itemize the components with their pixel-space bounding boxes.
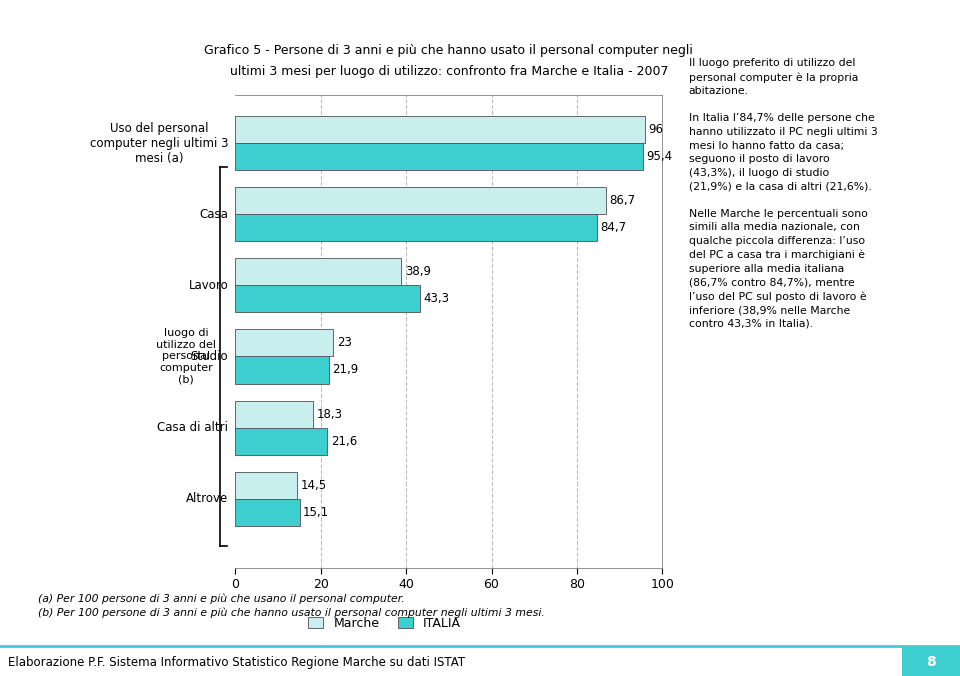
Text: (b) Per 100 persone di 3 anni e più che hanno usato il personal computer negli u: (b) Per 100 persone di 3 anni e più che … — [38, 607, 545, 618]
Text: 18,3: 18,3 — [317, 408, 343, 420]
Text: ultimi 3 mesi per luogo di utilizzo: confronto fra Marche e Italia - 2007: ultimi 3 mesi per luogo di utilizzo: con… — [229, 65, 668, 78]
Bar — [235, 428, 327, 454]
Bar — [235, 401, 313, 428]
Text: Grafico 5 - Persone di 3 anni e più che hanno usato il personal computer negli: Grafico 5 - Persone di 3 anni e più che … — [204, 45, 693, 57]
Bar — [235, 285, 420, 312]
Legend: Marche, ITALIA: Marche, ITALIA — [303, 612, 467, 635]
Text: 14,5: 14,5 — [300, 479, 326, 491]
Bar — [235, 143, 643, 170]
Text: (a) Per 100 persone di 3 anni e più che usano il personal computer.: (a) Per 100 persone di 3 anni e più che … — [38, 594, 405, 604]
Bar — [235, 258, 401, 285]
Text: Le tecnologie dell'informazione e della comunicazione: disponibilità nelle famig: Le tecnologie dell'informazione e della … — [8, 10, 670, 20]
Text: 23: 23 — [337, 337, 351, 349]
Text: luogo di
utilizzo del
personal
computer
(b): luogo di utilizzo del personal computer … — [156, 329, 216, 385]
Text: Il luogo preferito di utilizzo del
personal computer è la propria
abitazione.

I: Il luogo preferito di utilizzo del perso… — [688, 58, 877, 329]
Bar — [235, 187, 606, 214]
Text: 15,1: 15,1 — [303, 506, 329, 518]
Bar — [235, 116, 645, 143]
Bar — [902, 646, 960, 676]
Text: 21,6: 21,6 — [331, 435, 357, 448]
Text: 43,3: 43,3 — [423, 293, 449, 306]
Text: Elaborazione P.F. Sistema Informativo Statistico Regione Marche su dati ISTAT: Elaborazione P.F. Sistema Informativo St… — [8, 656, 465, 669]
Text: 96: 96 — [649, 123, 663, 136]
Bar — [235, 329, 333, 356]
Text: 38,9: 38,9 — [405, 266, 431, 279]
Bar — [235, 214, 597, 241]
Text: 95,4: 95,4 — [646, 150, 672, 163]
Text: 86,7: 86,7 — [609, 194, 636, 208]
Bar — [235, 499, 300, 526]
Text: 84,7: 84,7 — [600, 221, 627, 235]
Text: 8: 8 — [926, 655, 936, 669]
Bar — [235, 356, 328, 383]
Bar — [235, 472, 298, 499]
Text: 21,9: 21,9 — [332, 364, 358, 377]
